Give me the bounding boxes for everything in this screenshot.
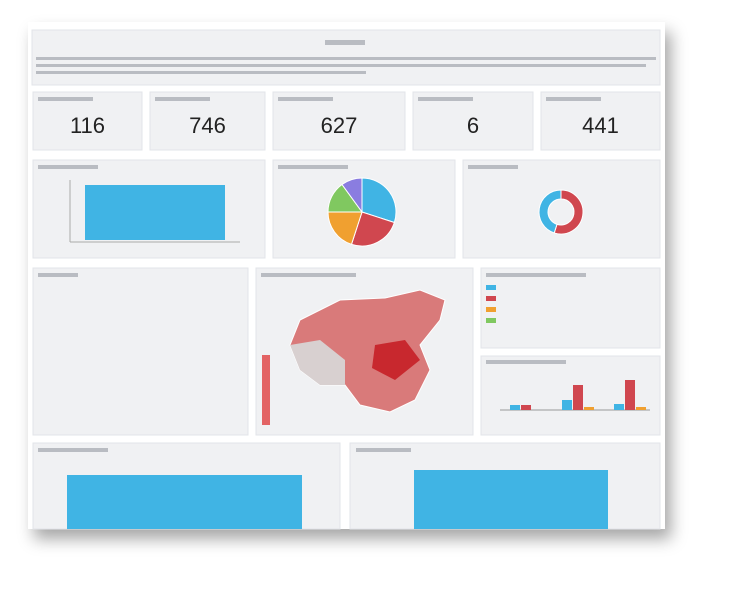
kpi-value: 116 — [70, 113, 105, 138]
kpi-card — [149, 91, 266, 151]
bar-decoration — [85, 185, 225, 240]
kpi-card — [272, 91, 406, 151]
bar — [510, 405, 520, 410]
slice — [350, 211, 395, 247]
slice — [341, 177, 363, 214]
slice — [361, 177, 397, 224]
kpi-label — [418, 97, 473, 101]
kpi-label — [278, 97, 333, 101]
bar — [636, 407, 646, 410]
kpi-card — [32, 91, 143, 151]
bar — [625, 380, 635, 410]
kpi-label — [38, 97, 93, 101]
kpi-card — [540, 91, 661, 151]
panels — [32, 159, 661, 530]
bar — [614, 404, 624, 410]
kpi-value: 746 — [189, 113, 226, 138]
kpi-label — [546, 97, 601, 101]
kpi-value: 627 — [321, 113, 358, 138]
bar — [584, 407, 594, 410]
bar — [521, 405, 531, 410]
slice — [553, 189, 584, 235]
kpi-row: 116 746 627 6 441 — [32, 91, 661, 151]
kpi-value: 6 — [467, 113, 479, 138]
kpi-value: 441 — [582, 113, 619, 138]
bar — [562, 400, 572, 410]
header — [31, 29, 661, 86]
kpi-card — [412, 91, 534, 151]
slice — [538, 189, 562, 234]
kpi-label — [155, 97, 210, 101]
slice — [327, 211, 363, 245]
bar — [573, 385, 583, 410]
